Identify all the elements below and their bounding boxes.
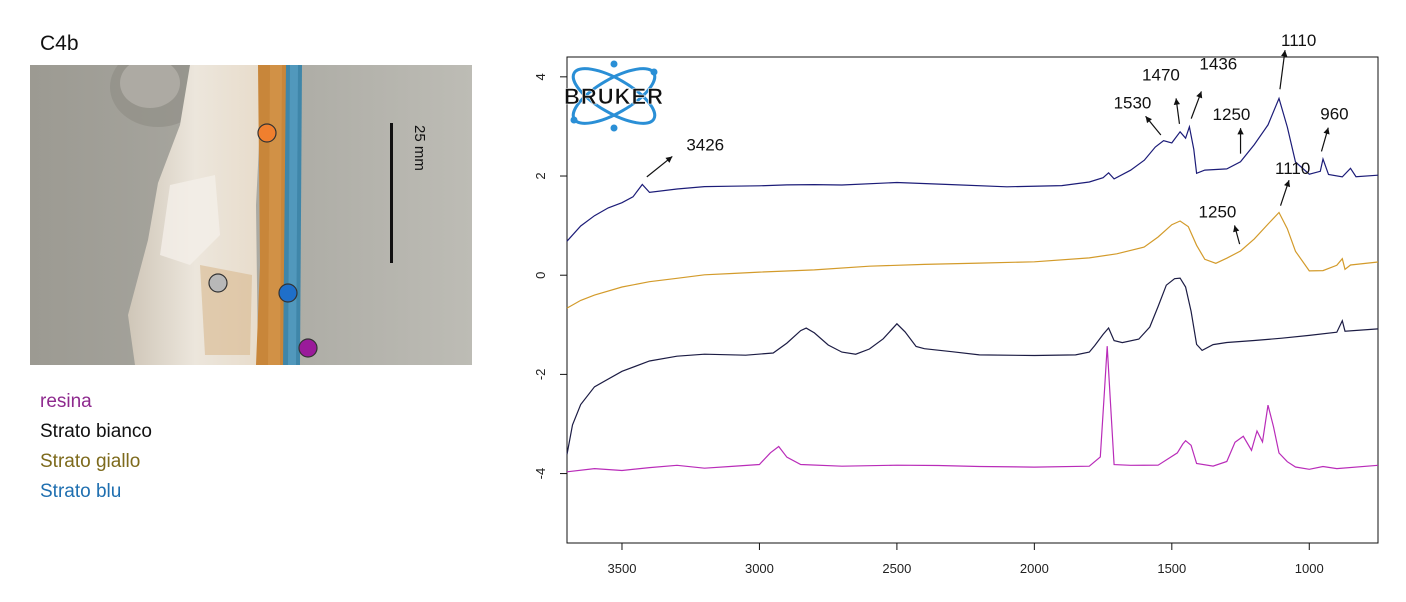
bruker-logo: BRUKER [564, 60, 664, 132]
annotation-arrowhead [1233, 225, 1240, 233]
sample-title: C4b [40, 32, 79, 55]
x-tick-label: 3000 [745, 561, 774, 576]
annotation-arrowhead [665, 156, 673, 163]
marker-resina [298, 338, 318, 358]
annotation-arrowhead [1281, 50, 1288, 57]
annotation-label: 1250 [1213, 105, 1251, 124]
marker-blu [278, 283, 298, 303]
y-tick-label: -4 [533, 468, 548, 480]
x-tick-label: 1000 [1295, 561, 1324, 576]
y-tick-label: 4 [533, 73, 548, 80]
x-tick-label: 1500 [1157, 561, 1186, 576]
annotation-arrowhead [1284, 180, 1291, 188]
annotation-label: 1110 [1281, 31, 1316, 50]
scale-bar-label: 25 mm [411, 125, 428, 171]
x-tick-label: 2000 [1020, 561, 1049, 576]
legend-strato-bianco: Strato bianco [40, 421, 152, 442]
annotation-label: 3426 [686, 135, 724, 154]
annotation-label: 1470 [1142, 65, 1180, 84]
annotation-arrowhead [1173, 98, 1181, 105]
annotation-arrowhead [1196, 91, 1203, 99]
marker-bianco [208, 273, 228, 293]
legend-resina: resina [40, 391, 92, 412]
spectrum-blu [566, 96, 1379, 242]
ftir-spectra-chart: 3500 3000 2500 2000 1500 1000 4 2 0 -2 -4 3426 1530 1… [533, 31, 1379, 576]
annotation-arrowhead [1145, 116, 1152, 124]
legend-strato-giallo: Strato giallo [40, 451, 141, 472]
sample-photo: 25 mm [30, 65, 472, 365]
x-tick-label: 3500 [608, 561, 637, 576]
annotation-label: 1110 [1275, 159, 1310, 178]
y-tick-label: 0 [533, 272, 548, 279]
spectrum-giallo [566, 211, 1379, 309]
annotation-label: 1436 [1199, 54, 1237, 73]
spectrum-resina [566, 346, 1379, 473]
y-tick-label: 2 [533, 172, 548, 179]
plot-frame [566, 56, 1379, 544]
annotation-label: 1250 [1199, 202, 1237, 221]
annotation-label: 1530 [1114, 93, 1152, 112]
marker-giallo [257, 123, 277, 143]
layer-legend: resina Strato bianco Strato giallo Strat… [40, 387, 152, 507]
annotation-arrowhead [1237, 128, 1244, 135]
x-tick-label: 2500 [882, 561, 911, 576]
legend-strato-blu: Strato blu [40, 481, 122, 502]
annotation-arrow [1279, 50, 1286, 90]
spectrum-bianco [566, 277, 1379, 455]
spectra-chart-area: 3500 3000 2500 2000 1500 1000 4 2 0 -2 -4 3426 1530 1… [520, 0, 1406, 597]
annotation-label: 960 [1320, 105, 1348, 124]
logo-text: BRUKER [564, 84, 664, 109]
annotation-arrowhead [1323, 127, 1330, 135]
y-tick-label: -2 [533, 369, 548, 381]
